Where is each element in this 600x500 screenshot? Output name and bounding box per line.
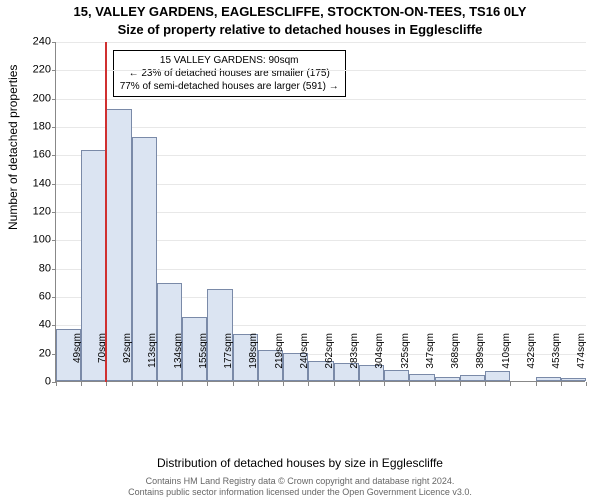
ytick-label: 120: [11, 207, 51, 218]
xtick-mark: [334, 382, 335, 386]
ytick-label: 80: [11, 263, 51, 274]
xtick-mark: [359, 382, 360, 386]
ytick-mark: [52, 127, 56, 128]
xtick-mark: [586, 382, 587, 386]
ytick-label: 200: [11, 93, 51, 104]
ytick-mark: [52, 297, 56, 298]
xtick-mark: [258, 382, 259, 386]
ytick-mark: [52, 240, 56, 241]
ytick-mark: [52, 212, 56, 213]
y-axis-label: Number of detached properties: [6, 65, 20, 230]
xtick-mark: [308, 382, 309, 386]
ytick-mark: [52, 325, 56, 326]
xtick-mark: [157, 382, 158, 386]
footer-line1: Contains HM Land Registry data © Crown c…: [0, 476, 600, 487]
chart-title-line2: Size of property relative to detached ho…: [0, 22, 600, 37]
xtick-mark: [485, 382, 486, 386]
ytick-label: 60: [11, 292, 51, 303]
xtick-mark: [536, 382, 537, 386]
annotation-line2: ← 23% of detached houses are smaller (17…: [120, 67, 339, 80]
gridline: [56, 99, 586, 100]
ytick-label: 240: [11, 37, 51, 48]
ytick-mark: [52, 269, 56, 270]
ytick-mark: [52, 99, 56, 100]
xtick-label: 474sqm: [576, 333, 587, 388]
ytick-mark: [52, 155, 56, 156]
xtick-mark: [384, 382, 385, 386]
chart-title-line1: 15, VALLEY GARDENS, EAGLESCLIFFE, STOCKT…: [0, 4, 600, 19]
xtick-mark: [561, 382, 562, 386]
footer-text: Contains HM Land Registry data © Crown c…: [0, 476, 600, 498]
ytick-label: 220: [11, 65, 51, 76]
xtick-mark: [207, 382, 208, 386]
gridline: [56, 42, 586, 43]
xtick-mark: [106, 382, 107, 386]
xtick-mark: [56, 382, 57, 386]
annotation-line1: 15 VALLEY GARDENS: 90sqm: [120, 54, 339, 67]
plot-area: 15 VALLEY GARDENS: 90sqm ← 23% of detach…: [55, 42, 585, 382]
ytick-label: 20: [11, 348, 51, 359]
gridline: [56, 70, 586, 71]
ytick-mark: [52, 184, 56, 185]
xtick-mark: [510, 382, 511, 386]
ytick-label: 40: [11, 320, 51, 331]
xtick-mark: [435, 382, 436, 386]
x-axis-label: Distribution of detached houses by size …: [0, 456, 600, 470]
ytick-label: 160: [11, 150, 51, 161]
chart-container: 15, VALLEY GARDENS, EAGLESCLIFFE, STOCKT…: [0, 0, 600, 500]
annotation-line3: 77% of semi-detached houses are larger (…: [120, 80, 339, 93]
marker-line: [105, 42, 107, 382]
ytick-mark: [52, 42, 56, 43]
xtick-label: 410sqm: [501, 333, 512, 388]
xtick-mark: [233, 382, 234, 386]
ytick-mark: [52, 70, 56, 71]
ytick-label: 100: [11, 235, 51, 246]
annotation-box: 15 VALLEY GARDENS: 90sqm ← 23% of detach…: [113, 50, 346, 97]
xtick-mark: [283, 382, 284, 386]
xtick-mark: [132, 382, 133, 386]
ytick-label: 0: [11, 377, 51, 388]
xtick-mark: [182, 382, 183, 386]
xtick-mark: [460, 382, 461, 386]
footer-line2: Contains public sector information licen…: [0, 487, 600, 498]
xtick-mark: [81, 382, 82, 386]
xtick-mark: [409, 382, 410, 386]
gridline: [56, 127, 586, 128]
ytick-label: 180: [11, 122, 51, 133]
ytick-label: 140: [11, 178, 51, 189]
